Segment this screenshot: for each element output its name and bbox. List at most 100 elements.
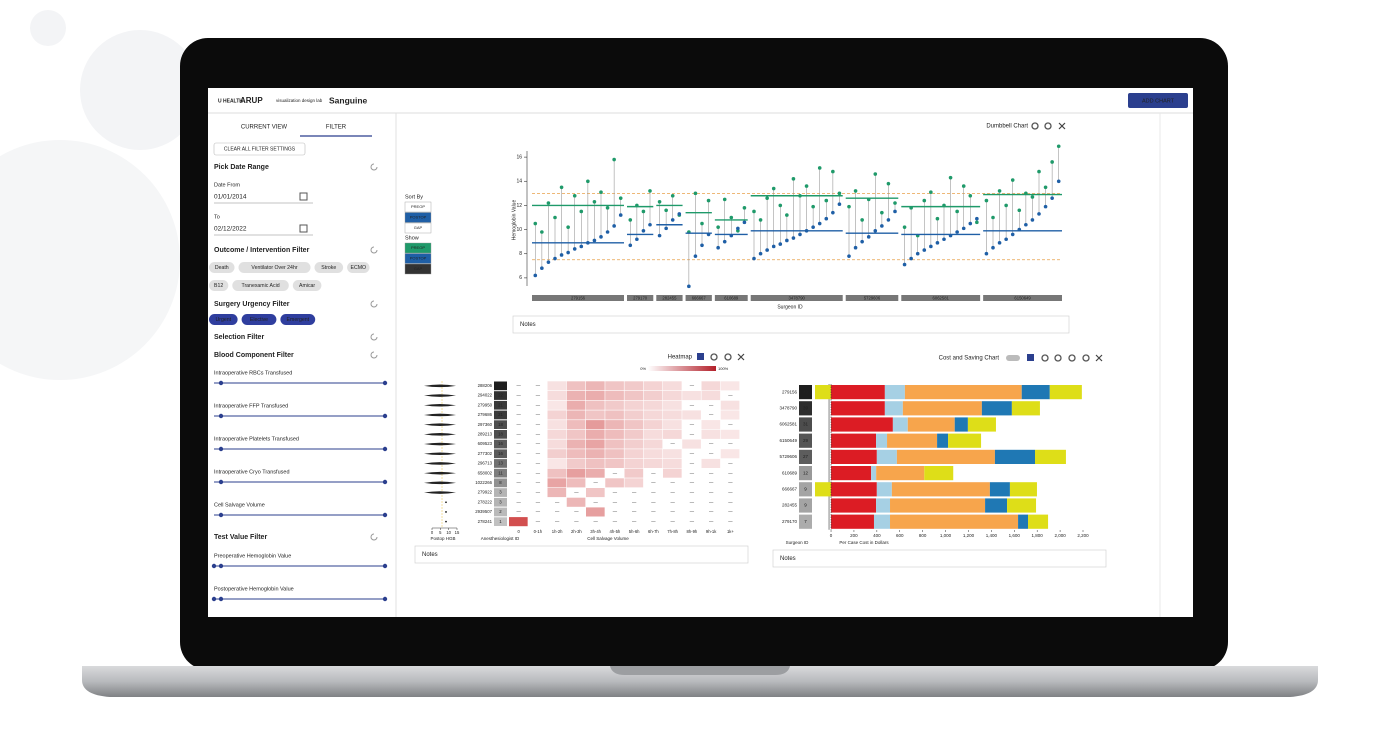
icon[interactable] <box>1031 122 1039 130</box>
slider-thumb[interactable] <box>211 596 217 602</box>
chip[interactable] <box>314 262 344 273</box>
chip-label[interactable]: Ventilator Over 24hr <box>251 265 297 271</box>
notes-placeholder[interactable]: Notes <box>422 552 438 558</box>
close-icon[interactable] <box>1095 354 1103 362</box>
chip-label[interactable]: Emergent <box>287 317 310 323</box>
count-label: 3 <box>499 499 502 504</box>
chip-label[interactable]: Elective <box>250 317 268 323</box>
toggle-button[interactable] <box>404 222 432 234</box>
toggle[interactable] <box>1006 355 1020 361</box>
icon[interactable] <box>1082 354 1090 362</box>
chart-icon[interactable] <box>697 353 704 360</box>
close-icon[interactable] <box>737 353 745 361</box>
toggle-label[interactable]: PREOP <box>411 204 425 209</box>
chip-label[interactable]: Tranexamic Acid <box>241 283 279 289</box>
tab[interactable]: CURRENT VIEW <box>241 125 288 131</box>
clear-label[interactable]: CLEAR ALL FILTER SETTINGS <box>224 146 296 152</box>
notes-placeholder[interactable]: Notes <box>520 322 536 328</box>
chip-label[interactable]: Death <box>215 265 229 271</box>
reset-icon[interactable] <box>370 246 378 254</box>
chip[interactable] <box>209 280 229 291</box>
add-chart-button[interactable] <box>1128 93 1188 108</box>
chip-selected[interactable] <box>280 314 316 325</box>
icon[interactable] <box>710 353 718 361</box>
notes-box[interactable] <box>512 315 1070 334</box>
heat-cell <box>566 429 586 439</box>
empty-cell: — <box>536 412 541 417</box>
toggle-button[interactable] <box>404 201 432 213</box>
slider-thumb[interactable] <box>218 512 224 518</box>
toggle-button[interactable] <box>404 242 432 254</box>
icon[interactable] <box>1054 354 1062 362</box>
toggle-label[interactable]: PREOP <box>411 245 425 250</box>
chip[interactable] <box>238 262 311 273</box>
preop-dot <box>771 186 776 191</box>
tab-active[interactable]: FILTER <box>326 125 347 131</box>
cost-segment <box>884 401 903 416</box>
calendar-icon[interactable] <box>299 224 308 233</box>
toggle-label[interactable]: POSTOP <box>410 256 427 261</box>
slider-thumb[interactable] <box>211 563 217 569</box>
chip[interactable] <box>209 262 235 273</box>
slider-thumb[interactable] <box>382 563 388 569</box>
icon[interactable] <box>1044 122 1052 130</box>
toggle-button[interactable] <box>404 212 432 223</box>
x-tick-label: 1,800 <box>1032 533 1044 538</box>
slider-thumb[interactable] <box>382 446 388 452</box>
cost-segment <box>1035 449 1066 464</box>
icon[interactable] <box>1068 354 1076 362</box>
reset-icon[interactable] <box>370 351 378 359</box>
postop-dot <box>880 224 884 228</box>
notes-placeholder[interactable]: Notes <box>780 556 796 562</box>
slider-thumb[interactable] <box>218 413 224 419</box>
slider-thumb[interactable] <box>218 380 224 386</box>
close-icon[interactable] <box>1058 122 1066 130</box>
toggle-button[interactable] <box>404 263 432 275</box>
chip[interactable] <box>292 280 322 291</box>
icon[interactable] <box>1041 354 1049 362</box>
cost-segment <box>902 401 982 416</box>
chip-selected[interactable] <box>241 314 277 325</box>
slider-thumb[interactable] <box>218 596 224 602</box>
slider-thumb[interactable] <box>382 479 388 485</box>
icon[interactable] <box>724 353 732 361</box>
add-chart-label[interactable]: ADD CHART <box>1142 98 1175 104</box>
row-label: 279950 <box>478 402 493 407</box>
row-label: 1022266 <box>475 480 492 485</box>
chart-icon[interactable] <box>1027 354 1034 361</box>
notes-box[interactable] <box>772 549 1107 568</box>
empty-cell: — <box>536 470 541 475</box>
chip-label[interactable]: Stroke <box>321 265 336 271</box>
toggle-button[interactable] <box>404 253 432 264</box>
chip-label[interactable]: Amicar <box>299 283 315 289</box>
notes-box[interactable] <box>414 545 749 564</box>
slider-thumb[interactable] <box>218 479 224 485</box>
chip[interactable] <box>347 262 370 273</box>
empty-cell: — <box>651 509 656 514</box>
slider-thumb[interactable] <box>382 413 388 419</box>
reset-icon[interactable] <box>370 333 378 341</box>
slider-thumb[interactable] <box>382 596 388 602</box>
reset-icon[interactable] <box>370 300 378 308</box>
cost-segment <box>831 514 874 529</box>
date-input[interactable]: 01/01/2014 <box>214 194 247 201</box>
preop-dot <box>811 204 815 209</box>
chip-label[interactable]: Urgent <box>216 317 232 323</box>
slider-thumb[interactable] <box>382 380 388 386</box>
clear-button[interactable] <box>213 142 306 156</box>
reset-icon[interactable] <box>370 163 378 171</box>
slider-thumb[interactable] <box>218 563 224 569</box>
calendar-icon[interactable] <box>299 192 308 201</box>
toggle-label[interactable]: POSTOP <box>410 215 427 220</box>
row-label: 278222 <box>478 499 493 504</box>
chip-label[interactable]: B12 <box>214 283 223 289</box>
reset-icon[interactable] <box>370 533 378 541</box>
date-input[interactable]: 02/12/2022 <box>214 226 247 233</box>
toggle-label[interactable]: GAP <box>414 225 423 230</box>
chip-label[interactable]: ECMO <box>351 265 367 271</box>
toggle-label[interactable]: GAP <box>414 266 423 271</box>
chip[interactable] <box>232 280 289 291</box>
slider-thumb[interactable] <box>382 512 388 518</box>
slider-thumb[interactable] <box>218 446 224 452</box>
chip-selected[interactable] <box>209 314 238 325</box>
